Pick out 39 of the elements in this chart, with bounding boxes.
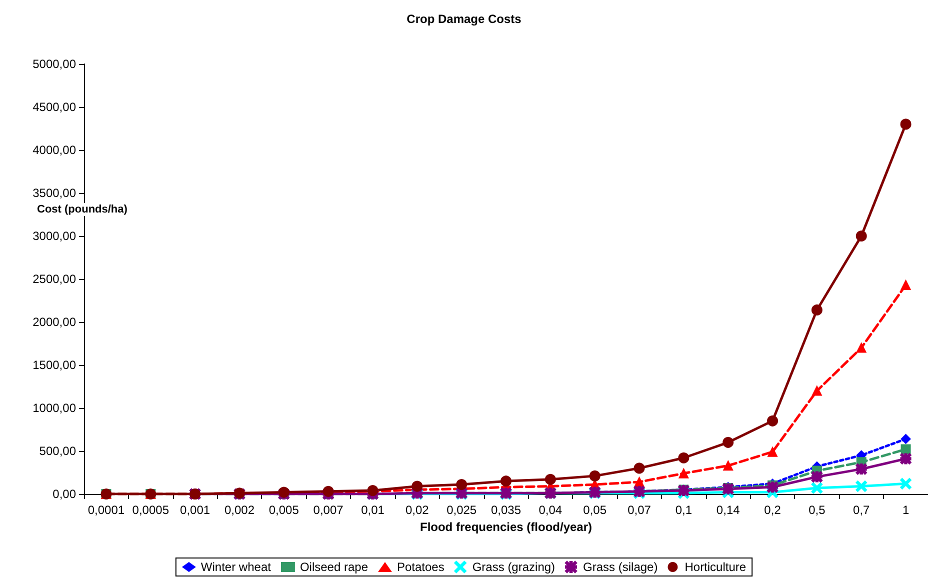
y-tick-label: 3500,00: [32, 186, 76, 200]
y-tick-label: 1000,00: [32, 401, 76, 415]
legend-label: Winter wheat: [200, 560, 272, 574]
x-tick-label: 1: [902, 503, 910, 517]
legend-label: Grass (grazing): [472, 560, 556, 574]
x-tick-label: 0,005: [268, 503, 300, 517]
x-tick-label: 0,07: [628, 503, 652, 517]
x-tick-label: 0,035: [490, 503, 522, 517]
x-tick-label: 0,7: [853, 503, 870, 517]
legend-label: Potatoes: [396, 560, 444, 574]
legend-label: Grass (silage): [583, 560, 658, 574]
chart-title: Crop Damage Costs: [406, 12, 522, 26]
x-tick-label: 0,007: [313, 503, 344, 517]
x-tick-label: 0,2: [764, 503, 782, 517]
y-axis-title: Cost (pounds/ha): [37, 204, 128, 216]
legend-label: Oilseed rape: [300, 560, 368, 574]
x-tick-label: 0,1: [675, 503, 692, 517]
y-tick-label: 3000,00: [32, 229, 76, 243]
x-axis-title: Flood frequencies (flood/year): [420, 520, 592, 534]
y-tick-label: 5000,00: [32, 57, 76, 71]
x-tick-label: 0,025: [446, 503, 477, 517]
x-tick-label: 0,04: [538, 503, 562, 517]
x-tick-label: 0,14: [716, 503, 740, 517]
x-tick-label: 0,0001: [88, 503, 125, 517]
x-tick-label: 0,002: [224, 503, 255, 517]
y-tick-label: 0,00: [52, 487, 76, 501]
y-tick-label: 2500,00: [32, 272, 76, 286]
x-tick-label: 0,05: [583, 503, 607, 517]
x-tick-label: 0,001: [180, 503, 210, 517]
x-tick-label: 0,02: [405, 503, 430, 517]
x-tick-label: 0,01: [361, 503, 385, 517]
x-tick-label: 0,0005: [132, 503, 170, 517]
y-tick-label: 4000,00: [32, 143, 76, 157]
y-tick-label: 1500,00: [32, 358, 76, 372]
y-tick-label: 4500,00: [32, 100, 76, 114]
x-tick-label: 0,5: [808, 503, 826, 517]
y-tick-label: 500,00: [39, 444, 76, 458]
y-tick-label: 2000,00: [32, 315, 76, 329]
legend-label: Horticulture: [684, 560, 746, 574]
